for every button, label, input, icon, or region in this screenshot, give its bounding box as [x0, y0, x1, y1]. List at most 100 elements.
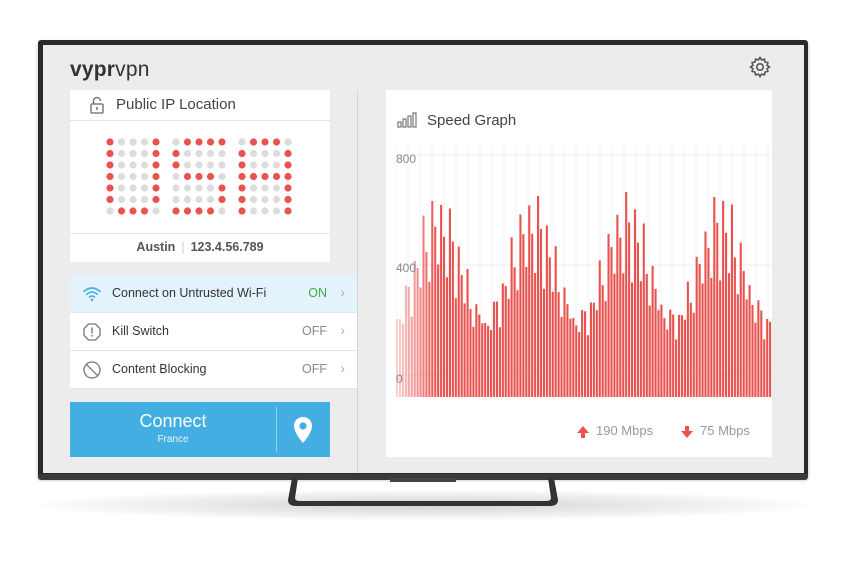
- speed-bar: [751, 305, 754, 397]
- connect-button[interactable]: Connect France: [70, 402, 330, 457]
- upload-value: 190 Mbps: [596, 423, 654, 438]
- speed-bar: [622, 273, 625, 397]
- speed-bar: [701, 283, 704, 397]
- matrix-dot: [117, 149, 126, 158]
- speed-bar: [419, 287, 422, 397]
- setting-value: OFF: [302, 362, 327, 376]
- matrix-dot: [272, 207, 281, 215]
- matrix-dot: [140, 184, 149, 192]
- matrix-dot: [183, 149, 192, 158]
- matrix-dot: [218, 172, 226, 181]
- matrix-dot: [249, 207, 258, 215]
- matrix-dot: [129, 172, 137, 181]
- speed-bar: [648, 305, 651, 397]
- matrix-dot: [284, 172, 292, 181]
- matrix-dot: [152, 195, 160, 204]
- matrix-dot: [129, 195, 137, 204]
- speed-bar: [581, 310, 584, 397]
- matrix-dot: [172, 161, 180, 169]
- matrix-dot: [129, 138, 137, 146]
- matrix-dot: [261, 172, 269, 181]
- speed-bar: [736, 294, 739, 397]
- speed-bar: [739, 242, 742, 397]
- speed-bar: [683, 319, 686, 397]
- speed-bar: [636, 242, 639, 397]
- speed-bar: [539, 228, 543, 397]
- arrow-up-icon: [577, 425, 589, 438]
- speed-bar: [704, 231, 707, 397]
- speed-bar: [401, 323, 404, 397]
- matrix-dot: [238, 149, 246, 158]
- speed-bar: [404, 285, 407, 397]
- ip-location-footer: Austin | 123.4.56.789: [70, 233, 330, 263]
- speed-bar: [434, 226, 437, 397]
- speed-bar: [525, 267, 528, 397]
- speed-bar: [478, 314, 481, 397]
- speed-bar: [745, 299, 748, 397]
- matrix-dot: [172, 195, 180, 204]
- speed-bar: [504, 286, 507, 397]
- speed-bar: [716, 222, 719, 397]
- matrix-dot: [152, 207, 160, 215]
- speed-bar: [660, 304, 663, 397]
- speed-graph: 800 400 0: [396, 145, 772, 397]
- speed-bar: [495, 301, 498, 397]
- speed-bar: [686, 281, 689, 397]
- speed-bar: [457, 246, 460, 397]
- speed-bar: [607, 233, 610, 397]
- arrow-down-icon: [681, 425, 693, 438]
- matrix-dot: [272, 172, 281, 181]
- matrix-dot: [261, 161, 269, 169]
- speed-bar: [548, 257, 551, 397]
- matrix-dot: [106, 207, 114, 215]
- speed-bar: [678, 315, 681, 397]
- gear-icon[interactable]: [748, 55, 772, 79]
- matrix-dot: [272, 161, 281, 169]
- matrix-dot: [140, 172, 149, 181]
- setting-untrusted-wifi[interactable]: Connect on Untrusted Wi-Fi ON ›: [70, 275, 357, 313]
- matrix-dot: [129, 161, 137, 169]
- matrix-dot: [117, 161, 126, 169]
- setting-kill-switch[interactable]: Kill Switch OFF ›: [70, 313, 357, 351]
- speed-bar: [680, 315, 684, 397]
- speed-bar: [742, 271, 745, 397]
- setting-label: Connect on Untrusted Wi-Fi: [112, 286, 267, 300]
- speed-bar: [522, 234, 525, 397]
- speed-bar: [578, 332, 581, 397]
- matrix-dot: [195, 207, 203, 215]
- speed-bar: [475, 304, 478, 397]
- chevron-right-icon: ›: [340, 360, 345, 376]
- speed-bar: [569, 318, 572, 397]
- vyprvpn-logo: vyprvpn: [70, 58, 150, 81]
- matrix-dot: [249, 195, 258, 204]
- tv-stand: [288, 478, 558, 506]
- matrix-dot: [249, 161, 258, 169]
- matrix-dot: [152, 149, 160, 158]
- matrix-dot: [206, 149, 215, 158]
- speed-bar: [572, 318, 575, 397]
- speed-bar: [575, 325, 578, 397]
- speed-bar: [733, 257, 736, 397]
- matrix-dot: [117, 207, 126, 215]
- speed-bar: [484, 323, 487, 397]
- unlock-icon: [90, 96, 104, 114]
- speed-bar: [490, 330, 493, 397]
- y-axis-tick-label: 800: [396, 152, 416, 166]
- matrix-dot: [140, 161, 149, 169]
- speed-bar: [551, 291, 554, 397]
- speed-bar: [466, 269, 469, 397]
- matrix-dot: [195, 149, 203, 158]
- speed-bar: [534, 273, 537, 397]
- speed-bar: [531, 233, 534, 397]
- speed-bar: [437, 264, 440, 397]
- chevron-right-icon: ›: [340, 284, 345, 300]
- matrix-dot: [261, 138, 269, 146]
- speed-bar: [760, 310, 763, 397]
- speed-bar: [513, 267, 516, 397]
- matrix-dot: [238, 184, 246, 192]
- matrix-dot: [206, 172, 215, 181]
- y-axis-tick-label: 400: [396, 261, 416, 275]
- setting-content-blocking[interactable]: Content Blocking OFF ›: [70, 351, 357, 389]
- speed-bar: [754, 322, 757, 397]
- location-pin-icon[interactable]: [292, 416, 314, 444]
